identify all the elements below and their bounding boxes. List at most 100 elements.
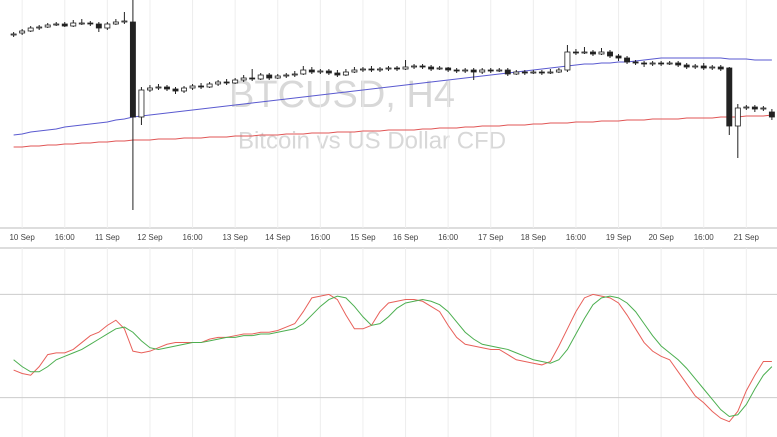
watermark-title: BTCUSD, H4 [229,74,455,116]
x-tick-label: 14 Sep [265,233,291,242]
candle-body [436,67,443,70]
line-series [13,293,772,423]
candle-body [479,69,486,73]
candle-body [717,66,724,70]
candle-body [121,20,128,23]
candle-body [692,65,699,68]
candle-body [726,67,733,127]
candle-body [112,21,119,25]
candle-body [555,69,562,73]
candle-body [249,77,256,80]
candle-body [334,72,341,76]
candle-body [95,23,102,29]
candle-body [283,74,290,77]
candle-body [27,27,34,32]
candle-body [266,74,273,79]
candle-body [129,21,136,118]
candle-body [78,22,85,25]
candle-body [257,74,264,80]
candle-body [462,69,469,72]
candle-body [538,71,545,74]
candle-body [189,85,196,89]
candle-body [445,67,452,71]
candle-body [232,79,239,84]
candle-body [683,64,690,68]
candle-body [223,81,230,84]
candle-body [607,51,613,57]
candle-body [572,51,579,54]
candle-body [44,24,51,28]
candle-body [300,69,307,75]
candle-body [198,85,205,88]
candle-body [624,57,631,63]
x-tick-label: 13 Sep [222,233,248,242]
candle-body [470,69,477,73]
candle-body [487,69,494,72]
watermark-subtitle: Bitcoin vs US Dollar CFD [238,127,506,154]
candle-body [342,71,349,76]
candle-body [325,70,332,74]
candle-body [521,71,528,74]
x-tick-label: 16 Sep [393,233,419,242]
x-tick-label: 17 Sep [478,233,504,242]
x-tick-label: 21 Sep [734,233,760,242]
candle-body [666,62,673,65]
x-tick-label: 12 Sep [137,233,163,242]
candle-body [768,111,775,118]
line-series [13,114,772,148]
candle-body [385,67,392,70]
x-tick-label: 11 Sep [95,233,120,242]
candle-body [411,65,418,68]
candle-body [496,69,503,72]
candle-body [359,68,366,71]
x-tick-label: 20 Sep [648,233,674,242]
x-tick-label: 16:00 [55,233,76,242]
candle-body [649,62,656,65]
x-tick-label: 15 Sep [350,233,376,242]
candle-body [513,71,520,75]
candle-body [760,107,767,110]
candle-body [70,22,77,27]
candle-body [308,69,315,73]
candle-body [240,77,247,81]
candle-body [164,86,170,90]
candle-body [547,71,554,74]
candle-body [291,73,298,76]
candle-body [504,69,511,75]
candle-body [632,61,639,64]
candle-body [598,51,605,55]
candle-body [751,106,758,110]
x-tick-label: 10 Sep [9,233,35,242]
candle-body [641,62,648,65]
candle-body [658,62,665,65]
candle-body [419,65,426,68]
candle-body [675,62,682,66]
candle-body [215,81,222,85]
candle-body [19,30,26,34]
x-tick-label: 16:00 [310,233,331,242]
candle-body [172,88,179,92]
candle-body [317,70,324,73]
candle-body [394,67,400,70]
candle-body [155,86,162,89]
candle-body [377,68,383,71]
candle-body [700,65,707,69]
x-tick-label: 18 Sep [521,233,547,242]
candle-body [581,51,588,54]
x-tick-label: 16:00 [566,233,587,242]
candle-body [734,107,741,127]
candle-body [615,55,622,59]
candle-body [10,33,17,36]
candle-body [61,23,68,27]
candle-body [87,22,94,25]
candle-body [590,51,596,55]
line-series [13,295,773,418]
candle-body [181,87,187,92]
candle-body [53,23,60,26]
candle-body [36,26,43,29]
x-tick-label: 16:00 [183,233,204,242]
candle-body [743,106,750,109]
x-tick-label: 19 Sep [606,233,632,242]
